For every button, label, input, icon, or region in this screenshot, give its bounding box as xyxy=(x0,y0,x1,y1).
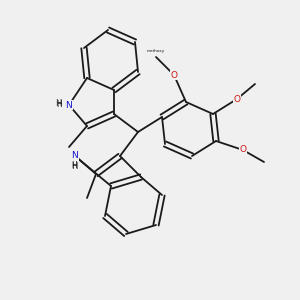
Text: methoxy: methoxy xyxy=(147,49,165,52)
Text: N: N xyxy=(66,100,72,109)
Text: O: O xyxy=(239,146,247,154)
Text: H: H xyxy=(71,162,78,171)
Text: O: O xyxy=(233,94,241,103)
Text: N: N xyxy=(72,152,78,160)
Text: O: O xyxy=(170,70,178,80)
Text: H: H xyxy=(71,161,77,170)
Text: H: H xyxy=(55,99,62,108)
Text: H: H xyxy=(56,100,62,109)
Text: O: O xyxy=(170,70,178,80)
Text: O: O xyxy=(233,94,241,103)
Text: O: O xyxy=(239,146,247,154)
Text: N: N xyxy=(66,100,72,109)
Text: N: N xyxy=(72,152,78,160)
